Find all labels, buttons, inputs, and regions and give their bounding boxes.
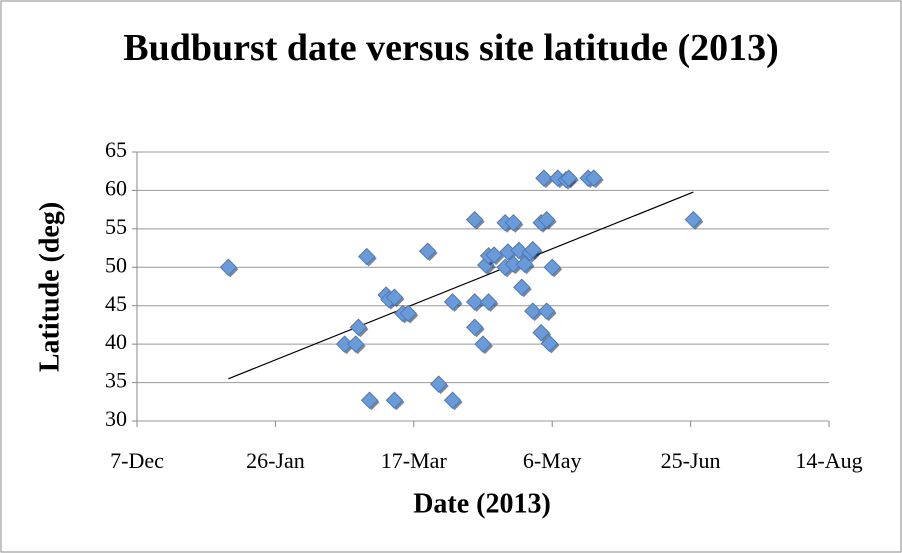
point xyxy=(443,391,462,409)
point xyxy=(479,293,498,311)
point xyxy=(524,240,542,259)
x-tick-label: 25-Jun xyxy=(661,448,721,473)
y-axis-title: Latitude (deg) xyxy=(34,202,65,372)
point xyxy=(535,169,553,187)
point xyxy=(385,288,404,306)
x-tick-label: 7-Dec xyxy=(110,448,164,473)
y-tick-label: 40 xyxy=(105,329,127,354)
trendline xyxy=(228,191,694,380)
point xyxy=(219,258,238,276)
point xyxy=(443,293,462,311)
point xyxy=(465,210,484,229)
point xyxy=(349,318,368,336)
point xyxy=(474,335,492,353)
x-tick-label: 17-Mar xyxy=(381,448,448,473)
point xyxy=(346,335,365,353)
point xyxy=(515,255,534,273)
y-tick-label: 35 xyxy=(105,368,127,393)
point xyxy=(532,323,550,342)
chart-title: Budburst date versus site latitude (2013… xyxy=(123,27,779,69)
point xyxy=(430,375,448,393)
point xyxy=(465,318,484,336)
point xyxy=(418,242,437,260)
point xyxy=(585,169,603,187)
y-tick-label: 45 xyxy=(105,291,127,316)
point xyxy=(485,246,503,264)
point xyxy=(684,210,703,229)
y-tick-label: 55 xyxy=(105,214,127,239)
x-tick-label: 26-Jan xyxy=(246,448,305,473)
point xyxy=(540,334,559,353)
y-tick-label: 50 xyxy=(105,252,127,277)
x-tick-label: 14-Aug xyxy=(795,448,862,473)
point xyxy=(537,210,556,229)
y-tick-label: 60 xyxy=(105,175,127,200)
point xyxy=(358,247,376,266)
point xyxy=(524,302,542,320)
point xyxy=(560,169,578,187)
point xyxy=(504,214,523,232)
point xyxy=(385,391,404,409)
point xyxy=(537,302,556,320)
y-tick-label: 30 xyxy=(105,406,127,431)
x-axis-title: Date (2013) xyxy=(413,488,551,519)
point xyxy=(399,304,417,323)
point xyxy=(510,241,528,260)
point xyxy=(543,258,561,276)
y-tick-label: 65 xyxy=(105,137,127,162)
point xyxy=(513,278,531,296)
point xyxy=(465,293,484,311)
x-tick-label: 6-May xyxy=(523,448,582,473)
point xyxy=(360,391,379,409)
